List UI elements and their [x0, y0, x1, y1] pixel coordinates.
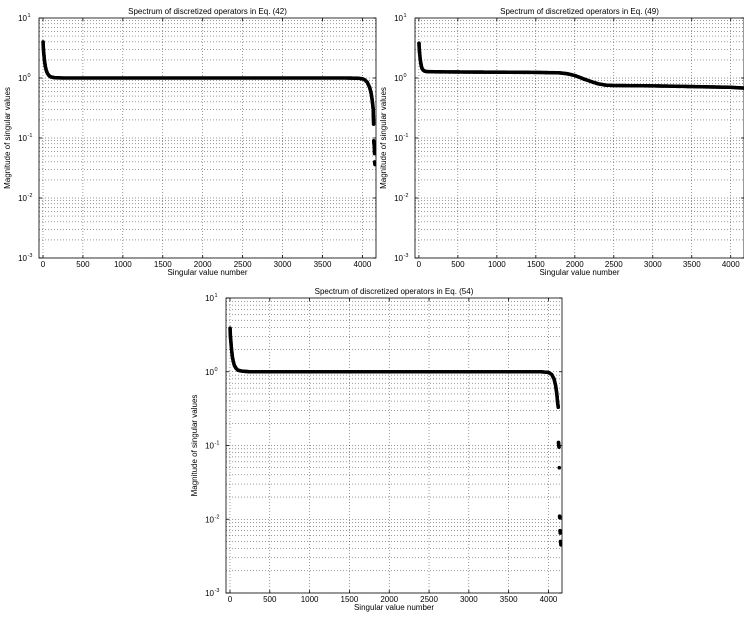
y-tick-label: 10 — [18, 194, 27, 203]
x-tick-label: 4000 — [722, 260, 740, 269]
x-tick-label: 3000 — [460, 595, 478, 604]
y-tick-label: 10 — [18, 14, 27, 23]
chart-title: Spectrum of discretized operators in Eq.… — [128, 7, 287, 16]
x-tick-label: 500 — [451, 260, 465, 269]
grid — [415, 18, 744, 258]
y-tick-exponent: -2 — [28, 193, 33, 199]
data-series — [228, 326, 562, 547]
x-tick-label: 1000 — [114, 260, 132, 269]
data-point — [556, 405, 561, 410]
y-tick-exponent: -2 — [215, 514, 220, 520]
y-axis-label: Magnitude of singular values — [3, 87, 12, 189]
x-tick-label: 1000 — [301, 595, 319, 604]
chart-1: 0 500 1000 1500 2000 2500 3000 3500 400010-310-2… — [3, 7, 377, 277]
y-tick-label: 10 — [205, 368, 214, 377]
x-tick-label: 0 — [417, 260, 422, 269]
y-tick-exponent: -3 — [404, 253, 409, 259]
y-tick-label: 10 — [205, 442, 214, 451]
x-axis-label: Singular value number — [354, 603, 434, 612]
y-tick-exponent: -1 — [215, 441, 220, 447]
chart-title: Spectrum of discretized operators in Eq.… — [500, 7, 659, 16]
data-series — [417, 41, 744, 90]
data-point — [371, 122, 376, 126]
chart-title: Spectrum of discretized operators in Eq.… — [315, 287, 474, 296]
chart-3: 0 500 1000 1500 2000 2500 3000 3500 400010-310-2… — [190, 287, 563, 612]
x-tick-label: 0 — [41, 260, 46, 269]
y-tick-exponent: 0 — [404, 73, 407, 79]
x-tick-label: 2500 — [234, 260, 252, 269]
x-axis-label: Singular value number — [167, 268, 247, 277]
y-tick-label: 10 — [18, 134, 27, 143]
x-tick-label: 3000 — [274, 260, 292, 269]
y-tick-label: 10 — [205, 515, 214, 524]
x-tick-label: 2500 — [420, 595, 438, 604]
y-tick-exponent: -2 — [404, 193, 409, 199]
x-axis-label: Singular value number — [539, 268, 619, 277]
y-tick-exponent: 1 — [28, 13, 31, 19]
y-tick-exponent: 0 — [215, 367, 218, 373]
x-tick-label: 2000 — [566, 260, 584, 269]
y-tick-label: 10 — [394, 134, 403, 143]
y-tick-exponent: -1 — [404, 133, 409, 139]
data-point — [559, 543, 562, 547]
y-tick-exponent: 0 — [28, 73, 31, 79]
x-tick-label: 3500 — [683, 260, 701, 269]
data-point — [557, 465, 562, 470]
y-tick-label: 10 — [18, 74, 27, 83]
data-point — [372, 151, 376, 156]
x-tick-label: 3500 — [314, 260, 332, 269]
x-tick-label: 1500 — [527, 260, 545, 269]
y-tick-label: 10 — [394, 194, 403, 203]
x-tick-label: 3000 — [644, 260, 662, 269]
grid — [226, 298, 562, 593]
x-tick-label: 500 — [263, 595, 277, 604]
x-tick-label: 2000 — [194, 260, 212, 269]
y-tick-exponent: 1 — [215, 293, 218, 299]
x-tick-label: 1000 — [488, 260, 506, 269]
x-tick-label: 2000 — [380, 595, 398, 604]
x-tick-label: 4000 — [354, 260, 372, 269]
x-tick-label: 1500 — [154, 260, 172, 269]
x-tick-label: 500 — [76, 260, 90, 269]
data-series — [41, 40, 376, 167]
data-point — [557, 515, 562, 520]
y-tick-exponent: -3 — [215, 588, 220, 594]
data-point — [558, 531, 562, 535]
y-tick-exponent: 1 — [404, 13, 407, 19]
y-tick-exponent: -1 — [28, 133, 33, 139]
y-axis-label: Magnitude of singular values — [379, 87, 388, 189]
x-tick-label: 2500 — [605, 260, 623, 269]
x-tick-label: 3500 — [500, 595, 518, 604]
data-point — [557, 445, 561, 449]
x-tick-label: 1500 — [341, 595, 359, 604]
y-axis-label: Magnitude of singular values — [190, 395, 199, 497]
y-tick-label: 10 — [394, 254, 403, 263]
y-tick-label: 10 — [18, 254, 27, 263]
y-tick-label: 10 — [205, 294, 214, 303]
y-tick-label: 10 — [205, 589, 214, 598]
data-point — [373, 162, 376, 167]
grid — [39, 18, 376, 258]
data-point — [741, 86, 744, 90]
chart-2: 0 500 1000 1500 2000 2500 3000 3500 400010-310-2… — [379, 7, 744, 277]
y-tick-label: 10 — [394, 14, 403, 23]
x-tick-label: 0 — [228, 595, 233, 604]
x-tick-label: 4000 — [540, 595, 558, 604]
y-tick-label: 10 — [394, 74, 403, 83]
y-tick-exponent: -3 — [28, 253, 33, 259]
